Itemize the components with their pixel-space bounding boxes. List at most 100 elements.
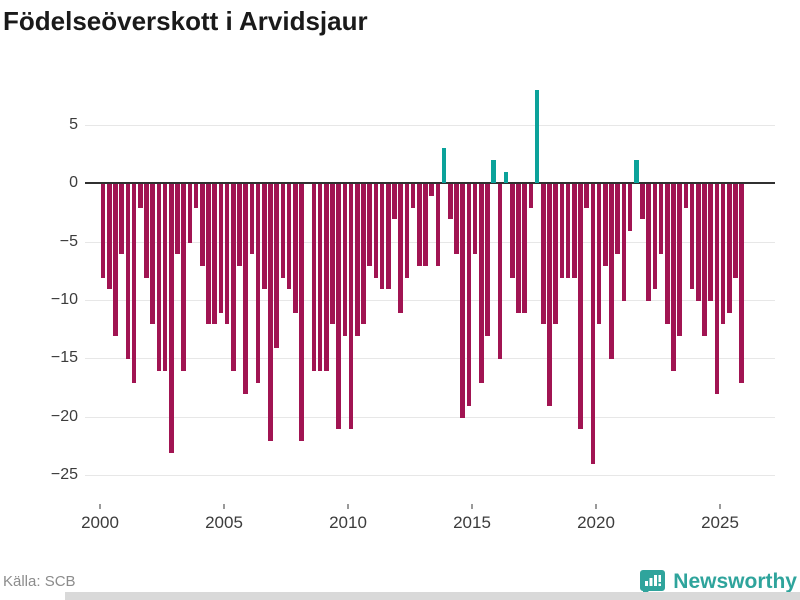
bar — [596, 184, 602, 325]
bar — [441, 148, 447, 184]
bar — [156, 184, 162, 372]
y-axis-label: −15 — [50, 349, 78, 367]
bar — [212, 184, 217, 325]
bar — [720, 184, 726, 325]
bar — [460, 184, 465, 418]
bar — [603, 184, 608, 266]
bar — [125, 184, 131, 360]
bar — [113, 184, 118, 336]
bar — [634, 159, 639, 184]
bar — [262, 184, 267, 290]
bar — [584, 184, 589, 208]
bar — [392, 184, 397, 220]
bar — [472, 184, 478, 255]
bar — [671, 184, 676, 372]
x-axis-label: 2005 — [205, 513, 243, 532]
y-axis-label: 5 — [69, 115, 78, 133]
bar — [280, 184, 286, 278]
bar — [609, 184, 614, 360]
bar — [175, 184, 180, 255]
bar — [714, 184, 720, 395]
bar — [311, 184, 317, 372]
bar — [621, 184, 627, 301]
gridline — [85, 358, 775, 360]
bar — [404, 184, 410, 278]
bar — [243, 184, 248, 395]
bar — [510, 184, 515, 278]
gridline — [85, 124, 775, 126]
x-axis-tick — [99, 504, 101, 509]
bar — [553, 184, 558, 325]
x-axis-tick — [347, 504, 349, 509]
bar — [249, 184, 255, 255]
y-axis-label: −25 — [50, 466, 78, 484]
bar — [386, 184, 391, 290]
bar — [286, 184, 292, 290]
bottom-scrollbar[interactable] — [65, 592, 800, 600]
bar — [528, 184, 534, 208]
x-axis-label: 2000 — [81, 513, 119, 532]
bar — [255, 184, 261, 383]
bar — [107, 184, 112, 290]
bar — [652, 184, 658, 290]
bar — [522, 184, 527, 313]
bar — [485, 184, 490, 336]
bar — [435, 184, 441, 266]
bar — [590, 184, 596, 465]
y-axis-label: 0 — [69, 174, 78, 192]
bar — [547, 184, 552, 407]
bar — [299, 184, 304, 442]
gridline — [85, 475, 775, 477]
y-axis-label: −5 — [59, 232, 78, 250]
bar — [100, 184, 106, 278]
x-axis-label: 2010 — [329, 513, 367, 532]
bar — [131, 184, 137, 383]
bar — [491, 159, 496, 184]
bar — [348, 184, 354, 430]
bar — [237, 184, 242, 266]
bar — [355, 184, 360, 336]
bar — [677, 184, 682, 336]
bar — [268, 184, 273, 442]
bar — [181, 184, 186, 372]
bar — [293, 184, 298, 313]
bar — [398, 184, 403, 313]
y-axis-label: −10 — [50, 291, 78, 308]
bar — [733, 184, 738, 278]
bar — [565, 184, 571, 278]
bar — [423, 184, 428, 266]
bar — [324, 184, 329, 372]
x-axis-tick — [719, 504, 721, 509]
bar — [503, 171, 509, 184]
gridline — [85, 300, 775, 301]
bar — [224, 184, 230, 325]
x-axis-tick — [595, 504, 597, 509]
bar — [379, 184, 385, 290]
bar — [367, 184, 372, 266]
bar — [187, 184, 193, 243]
bar — [150, 184, 155, 325]
gridline — [85, 416, 775, 418]
bar — [696, 184, 701, 301]
bar — [708, 184, 713, 301]
bar — [454, 184, 459, 255]
bar — [534, 89, 540, 184]
bar — [683, 184, 689, 208]
bar — [410, 184, 416, 208]
bar — [361, 184, 366, 325]
x-axis-label: 2015 — [453, 513, 491, 532]
bar — [119, 184, 124, 255]
bar — [429, 184, 434, 196]
bar — [218, 184, 224, 313]
bar — [665, 184, 670, 325]
bar — [702, 184, 707, 336]
newsworthy-badge-icon — [639, 569, 666, 596]
bar — [497, 184, 503, 360]
bar — [640, 184, 645, 220]
gridline — [85, 241, 775, 243]
newsworthy-wordmark: Newsworthy — [673, 570, 797, 593]
bar — [572, 184, 577, 278]
bar — [200, 184, 205, 266]
bar — [138, 184, 143, 208]
